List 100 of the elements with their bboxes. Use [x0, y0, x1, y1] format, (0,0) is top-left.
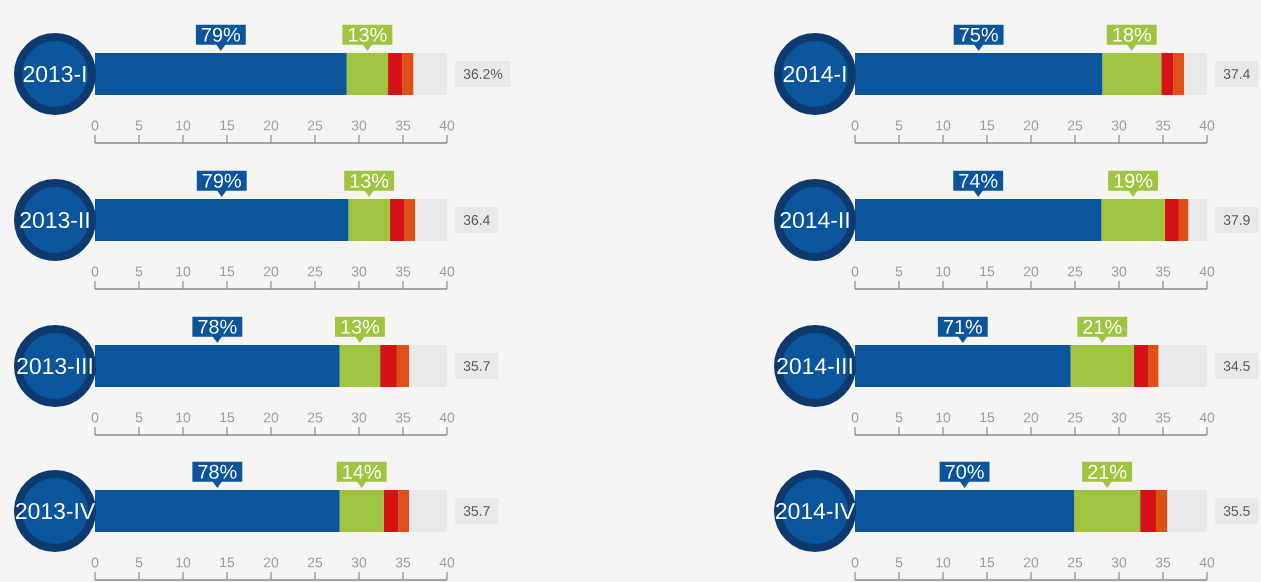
x-tick-label: 0 [851, 557, 859, 568]
x-tick-label: 20 [263, 120, 279, 131]
x-tick-label: 25 [1067, 120, 1083, 131]
annotation: 74% [959, 173, 998, 188]
x-tick-label: 35 [395, 120, 411, 131]
y-tick-label: 2014-IV [776, 502, 856, 520]
x-tick-label: 35 [1155, 120, 1171, 131]
annotation: 71% [943, 319, 983, 334]
annotation: 19% [1114, 173, 1153, 188]
x-tick-label: 30 [1111, 266, 1127, 277]
bar [339, 490, 384, 533]
x-tick-label: 30 [1111, 120, 1127, 131]
x-tick-label: 5 [895, 412, 903, 423]
x-tick-label: 15 [220, 120, 235, 131]
x-tick-label: 35 [1155, 557, 1171, 568]
y-tick-label: 2013-IV [16, 502, 96, 520]
x-tick-label: 20 [263, 266, 279, 277]
x-tick-label: 5 [895, 266, 903, 277]
x-tick-label: 20 [263, 412, 279, 423]
x-tick-label: 30 [351, 557, 367, 568]
x-tick-label: 5 [135, 557, 143, 568]
x-tick-label: 25 [307, 412, 323, 423]
bar [348, 199, 390, 241]
annotation: 70% [945, 464, 984, 479]
x-tick-label: 25 [1067, 412, 1083, 423]
annotation: 14% [343, 464, 381, 479]
x-tick-label: 40 [439, 266, 455, 277]
x-tick-label: 35 [395, 266, 411, 277]
x-tick-label: 15 [980, 120, 995, 131]
bar [383, 490, 399, 533]
bar [346, 53, 389, 95]
annotation: 21% [1088, 464, 1127, 479]
x-tick-label: 10 [936, 557, 951, 568]
x-tick-label: 5 [895, 557, 903, 568]
bar [1161, 53, 1174, 95]
annotation: 18% [1113, 27, 1151, 42]
text: 37.9 [1223, 215, 1250, 225]
x-tick-label: 0 [91, 120, 99, 131]
y-tick-label: 2013-II [20, 211, 89, 229]
x-tick-label: 0 [851, 120, 859, 131]
x-tick-label: 5 [135, 120, 143, 131]
x-tick-label: 40 [1199, 557, 1215, 568]
annotation: 21% [1083, 319, 1122, 334]
x-tick-label: 0 [91, 557, 99, 568]
x-tick-label: 5 [895, 120, 903, 131]
y-tick-label: 2014-I [783, 65, 846, 83]
x-tick-label: 15 [220, 266, 235, 277]
bar [1101, 199, 1165, 241]
x-tick-label: 40 [439, 412, 455, 423]
annotation: 13% [348, 27, 387, 42]
x-tick-label: 15 [220, 557, 235, 568]
x-tick-label: 10 [176, 266, 191, 277]
x-tick-label: 10 [176, 120, 191, 131]
bar [380, 345, 397, 388]
text: 36.4 [463, 215, 490, 225]
bar [388, 53, 403, 95]
x-tick-label: 30 [351, 412, 367, 423]
x-tick-label: 10 [176, 412, 191, 423]
x-tick-label: 20 [263, 557, 279, 568]
x-tick-label: 40 [1199, 120, 1215, 131]
text: 34.5 [1223, 361, 1250, 371]
x-tick-label: 5 [135, 412, 143, 423]
bar [339, 345, 381, 388]
x-tick-label: 15 [980, 266, 995, 277]
bar [1148, 345, 1159, 388]
y-tick-label: 2013-I [23, 65, 86, 83]
x-tick-label: 5 [135, 266, 143, 277]
x-tick-label: 40 [439, 120, 455, 131]
bar [1164, 199, 1179, 241]
x-tick-label: 0 [91, 412, 99, 423]
text: 37.4 [1223, 69, 1250, 79]
bar [389, 199, 405, 241]
annotation: 75% [959, 27, 998, 42]
bar [1102, 53, 1162, 95]
x-tick-label: 30 [1111, 557, 1127, 568]
annotation: 78% [198, 464, 237, 479]
x-tick-label: 10 [936, 412, 951, 423]
x-tick-label: 30 [1111, 412, 1127, 423]
x-tick-label: 10 [936, 120, 951, 131]
text: 35.7 [463, 506, 490, 516]
x-tick-label: 25 [1067, 557, 1083, 568]
x-tick-label: 30 [351, 266, 367, 277]
x-tick-label: 30 [351, 120, 367, 131]
x-tick-label: 20 [1023, 120, 1039, 131]
x-tick-label: 35 [395, 412, 411, 423]
bar [1133, 345, 1149, 388]
x-tick-label: 0 [91, 266, 99, 277]
y-tick-label: 2013-III [17, 357, 92, 375]
x-tick-label: 20 [1023, 412, 1039, 423]
annotation: 79% [202, 173, 241, 188]
x-tick-label: 40 [1199, 412, 1215, 423]
x-tick-label: 40 [1199, 266, 1215, 277]
x-tick-label: 20 [1023, 266, 1039, 277]
y-tick-label: 2014-III [777, 357, 852, 375]
x-tick-label: 0 [851, 412, 859, 423]
y-tick-label: 2014-II [780, 211, 849, 229]
annotation: 13% [350, 173, 389, 188]
text: 35.7 [463, 361, 490, 371]
x-tick-label: 35 [1155, 266, 1171, 277]
x-tick-label: 35 [1155, 412, 1171, 423]
